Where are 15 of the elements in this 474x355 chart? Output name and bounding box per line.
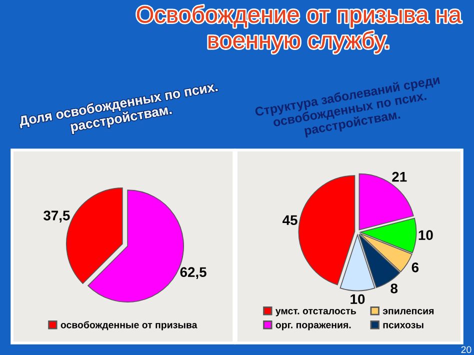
data-label: 10 <box>418 230 433 240</box>
legend-label: орг. поражения. <box>276 322 351 330</box>
legend-label: психозы <box>383 323 424 328</box>
data-label: 37,5 <box>44 210 70 222</box>
data-label: 62,5 <box>180 267 206 280</box>
data-label: 8 <box>390 284 398 294</box>
text: 20 <box>461 346 472 354</box>
data-label: 45 <box>282 215 298 226</box>
text: Освобождение от призыва на военную службу. <box>136 5 462 54</box>
legend-label: умст. отсталость <box>276 309 356 316</box>
data-label: 21 <box>392 172 407 182</box>
legend-label: освобожденные от призыва <box>60 321 198 330</box>
data-label: 6 <box>412 262 419 272</box>
legend-label: эпилепсия <box>382 309 434 314</box>
data-label: 10 <box>350 294 365 304</box>
